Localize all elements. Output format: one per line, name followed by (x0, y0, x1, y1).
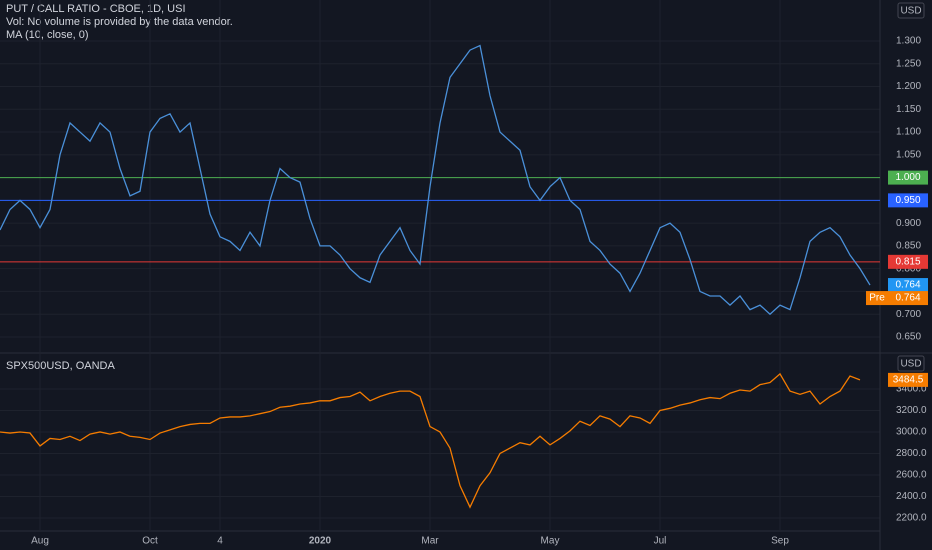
y-tick-label: 0.850 (896, 241, 921, 252)
y-tick-label: 1.200 (896, 81, 921, 92)
price-label: 0.764 (895, 293, 920, 304)
currency[interactable]: USD (900, 359, 921, 370)
level-label-box (888, 170, 928, 185)
y-tick-label: 1.300 (896, 36, 921, 47)
y-tick-label: 2200.0 (896, 513, 927, 524)
level-label: 0.815 (895, 256, 920, 267)
y-tick-label: 0.900 (896, 218, 921, 229)
price-label-box (888, 278, 928, 293)
y-tick-label: 3000.0 (896, 427, 927, 438)
x-tick-label: Mar (421, 536, 439, 547)
y-tick-label: 2800.0 (896, 448, 927, 459)
y-tick-label: 1.150 (896, 104, 921, 115)
y-tick-label: 3200.0 (896, 405, 927, 416)
indicator-label: MA (10, close, 0) (6, 29, 89, 41)
currency[interactable]: USD (900, 6, 921, 17)
price-label-box (888, 291, 928, 306)
x-tick-label: May (541, 536, 560, 547)
x-tick-label: 2020 (309, 536, 332, 547)
price-label: 3484.5 (893, 375, 924, 386)
currency-box[interactable] (897, 355, 925, 372)
x-tick-label: Aug (31, 536, 49, 547)
x-tick-label: Sep (771, 536, 789, 547)
currency-box[interactable] (897, 2, 925, 19)
y-tick-label: 1.050 (896, 149, 921, 160)
x-tick-label: 4 (217, 536, 223, 547)
price-label-box (888, 372, 928, 387)
pane-title: SPX500USD, OANDA (6, 360, 115, 372)
y-tick-label: 2400.0 (896, 491, 927, 502)
x-tick-label: Oct (142, 536, 158, 547)
pane-title: PUT / CALL RATIO - CBOE, 1D, USI (6, 3, 186, 15)
pane-subtitle: Vol: No volume is provided by the data v… (6, 16, 233, 28)
y-tick-label: 0.700 (896, 309, 921, 320)
x-tick-label: Jul (654, 536, 667, 547)
session-label: Pre (869, 293, 885, 304)
price-label: 0.764 (895, 280, 920, 291)
y-tick-label: 1.100 (896, 127, 921, 138)
y-tick-label: 0.650 (896, 332, 921, 343)
series-line (0, 372, 861, 509)
session-label-box (866, 291, 888, 306)
level-label: 0.950 (895, 195, 920, 206)
y-tick-label: 1.250 (896, 58, 921, 69)
y-tick-label: 3400.0 (896, 384, 927, 395)
level-label: 1.000 (895, 172, 920, 183)
y-tick-label: 2600.0 (896, 470, 927, 481)
series-line (0, 44, 871, 316)
level-label-box (888, 193, 928, 208)
level-label-box (888, 254, 928, 269)
